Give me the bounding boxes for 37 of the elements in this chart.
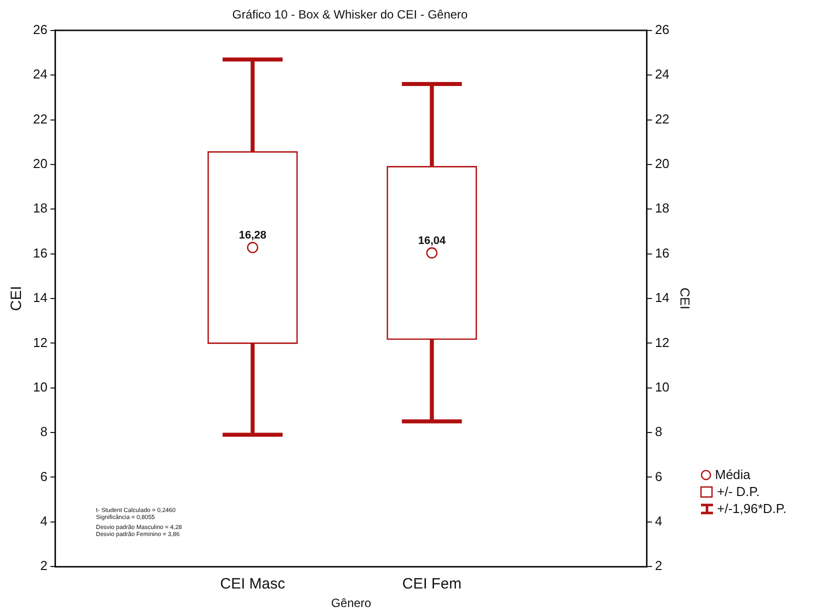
y2-tick-label: 24 xyxy=(654,66,670,82)
y-tick-label: 2 xyxy=(40,558,48,574)
y2-tick-label: 8 xyxy=(654,424,662,440)
y-tick-label: 14 xyxy=(32,290,48,306)
y-axis-title: CEI xyxy=(8,286,26,312)
text: Média xyxy=(715,467,750,482)
y-tick-label: 22 xyxy=(32,111,48,126)
text: +/-1,96*D.P. xyxy=(717,501,787,516)
text: 16,04 xyxy=(418,234,446,247)
y2-axis-title: CEI xyxy=(678,288,693,310)
text: 16,28 xyxy=(238,230,266,242)
y2-tick-label: 14 xyxy=(654,290,670,306)
y2-tick-label: 22 xyxy=(654,111,670,126)
x-tick-label: CEI Fem xyxy=(402,576,462,593)
y2-tick-label: 12 xyxy=(654,334,670,350)
y2-tick-label: 16 xyxy=(654,245,670,260)
y-tick-label: 12 xyxy=(32,334,48,350)
x-tick-label: CEI Masc xyxy=(220,576,286,593)
y-tick-label: 4 xyxy=(40,513,48,528)
y-tick-label: 24 xyxy=(32,66,48,82)
y2-tick-label: 26 xyxy=(654,22,670,37)
y2-tick-label: 20 xyxy=(654,156,670,172)
x-axis-title: Gênero xyxy=(331,596,372,610)
y-tick-label: 16 xyxy=(32,245,48,260)
y-tick-label: 6 xyxy=(40,468,48,484)
y2-tick-label: 10 xyxy=(654,379,670,394)
y2-tick-label: 6 xyxy=(654,468,662,484)
y2-tick-label: 4 xyxy=(654,513,662,528)
chart-title: Gráfico 10 - Box & Whisker do CEI - Gênero xyxy=(232,8,468,22)
y-tick-label: 10 xyxy=(32,379,48,394)
y-tick-label: 18 xyxy=(32,200,48,216)
y-tick-label: 8 xyxy=(40,424,48,440)
y2-tick-label: 18 xyxy=(654,200,670,216)
text: +/- D.P. xyxy=(717,484,760,499)
y-tick-label: 20 xyxy=(32,156,48,172)
y-tick-label: 26 xyxy=(32,22,48,37)
y2-tick-label: 2 xyxy=(654,558,662,574)
